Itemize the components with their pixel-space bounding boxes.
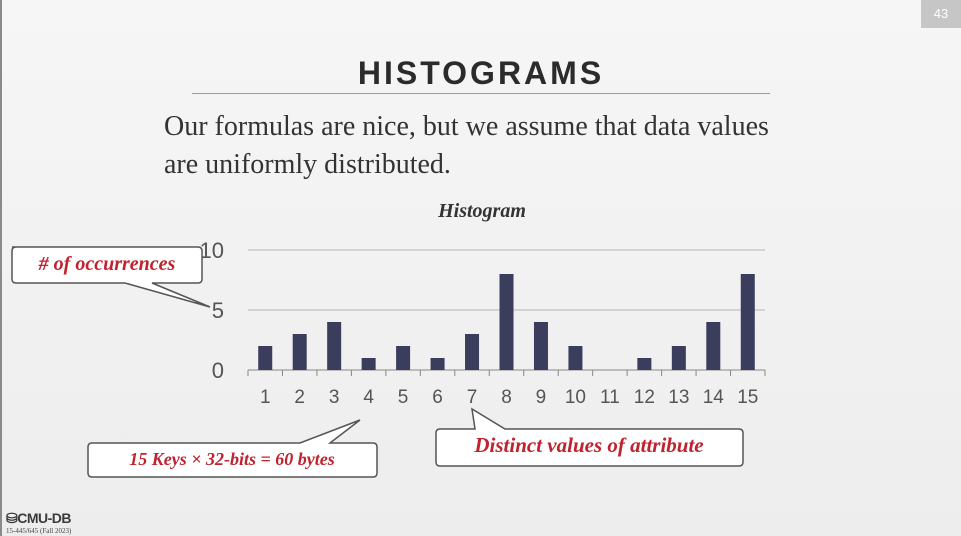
callout-distinct-box [435,407,744,467]
bar-12 [637,358,652,370]
bar-10 [568,346,583,370]
x-tick-label: 2 [294,387,305,408]
bar-14 [706,322,721,370]
x-tick-label: 11 [600,387,620,408]
bars [258,274,755,370]
bar-3 [327,322,342,370]
bar-13 [671,346,686,370]
x-tick-labels: 1 2 3 4 5 6 7 8 9 10 11 12 13 14 15 [260,387,758,408]
bar-9 [533,322,548,370]
x-tick-label: 5 [398,387,409,408]
callout-occurrences-text: # of occurrences [38,253,176,275]
x-tick-label: 12 [634,387,655,408]
x-tick-label: 3 [329,387,340,408]
callout-keys-box [87,419,378,478]
left-rule [0,0,2,536]
y-tick-label: 10 [200,238,224,263]
x-tick-label: 8 [501,387,512,408]
bar-7 [465,334,480,370]
x-tick-label: 4 [363,387,374,408]
x-tick-label: 1 [260,387,271,408]
chart-title: Histogram [437,200,526,222]
logo-text: CMU-DB [17,510,71,526]
y-tick-label: 0 [212,358,224,383]
body-text: Our formulas are nice, but we assume tha… [164,111,769,180]
page-number: 43 [921,0,961,28]
bar-5 [396,346,411,370]
y-tick-labels: 0 5 10 [200,238,224,383]
y-tick-label: 5 [212,298,224,323]
bar-2 [292,334,307,370]
slide-title: HISTOGRAMS [357,55,605,91]
callout-distinct: Distinct values of attribute [435,407,744,467]
x-tick-label: 7 [467,387,478,408]
callout-keys-text: 15 Keys × 32-bits = 60 bytes [129,449,335,469]
title-rule [192,93,770,94]
database-icon: ⛁ [6,510,18,526]
bar-1 [258,346,273,370]
bar-4 [361,358,376,370]
cmu-db-logo: ⛁CMU-DB [6,510,71,527]
bar-15 [740,274,755,370]
callout-distinct-text: Distinct values of attribute [473,433,703,457]
x-tick-label: 10 [565,387,586,408]
callout-keys: 15 Keys × 32-bits = 60 bytes [87,419,378,478]
x-tick-label: 14 [703,387,725,408]
course-label: 15-445/645 (Fall 2023) [6,527,72,535]
callout-occurrences: # of occurrences [11,246,211,308]
x-tick-label: 13 [668,387,689,408]
x-tick-label: 6 [432,387,443,408]
bar-6 [430,358,445,370]
bar-8 [499,274,514,370]
x-tick-label: 9 [536,387,547,408]
callout-occurrences-box [11,246,211,308]
x-tick-label: 15 [737,387,758,408]
